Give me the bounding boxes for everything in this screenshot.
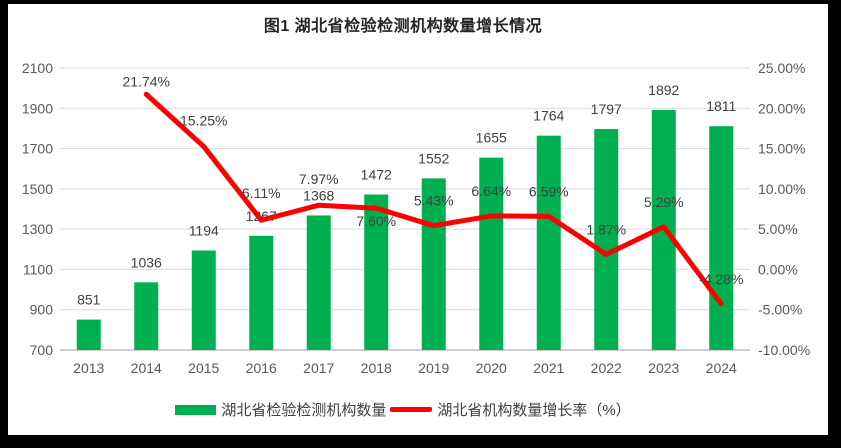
growth-rate-label: 6.11%: [242, 185, 281, 201]
growth-rate-label: 5.43%: [414, 193, 454, 209]
x-axis-tick-label: 2015: [188, 360, 219, 376]
growth-rate-line: [143, 91, 724, 307]
growth-rate-label: 6.64%: [471, 183, 511, 199]
bar-2024: [709, 126, 734, 350]
legend-label-line-series: 湖北省机构数量增长率（%）: [437, 402, 631, 419]
bar-value-label: 1892: [648, 82, 679, 98]
bar-2014: [134, 282, 159, 350]
right-axis-tick-label: 15.00%: [758, 141, 805, 157]
line-series-swatch: [390, 407, 433, 412]
left-axis-tick-label: 1700: [22, 141, 53, 157]
bar-value-label: 1194: [189, 222, 219, 238]
left-axis-tick-label: 2100: [22, 60, 53, 76]
bar-value-label: 1036: [131, 254, 162, 270]
right-axis-tick-label: 20.00%: [758, 100, 805, 116]
x-axis-tick-label: 2016: [246, 360, 277, 376]
growth-rate-label: 1.87%: [586, 221, 626, 237]
legend: 湖北省检验检测机构数量 湖北省机构数量增长率（%）: [8, 399, 798, 420]
growth-rate-label: 7.60%: [356, 213, 396, 229]
legend-item-line-series: 湖北省机构数量增长率（%）: [390, 399, 631, 420]
x-axis-tick-label: 2020: [476, 360, 507, 376]
left-axis-tick-label: 1900: [22, 100, 53, 116]
x-axis-tick-label: 2017: [303, 360, 334, 376]
growth-rate-label: 21.74%: [123, 73, 170, 89]
x-axis-tick-label: 2019: [418, 360, 449, 376]
growth-rate-label: 15.25%: [180, 113, 227, 129]
bar-value-label: 1472: [361, 166, 392, 182]
bar-value-label: 1797: [591, 101, 622, 117]
x-axis-tick-label: 2013: [73, 360, 104, 376]
bar-value-label: 1655: [476, 130, 507, 146]
bar-value-label: 1552: [418, 150, 449, 166]
right-axis-tick-label: 10.00%: [758, 181, 805, 197]
left-axis-tick-label: 700: [30, 342, 54, 358]
growth-rate-label: 5.29%: [644, 194, 684, 210]
x-axis-tick-label: 2024: [706, 360, 737, 376]
bar-2022: [594, 129, 619, 350]
bar-2016: [249, 235, 274, 350]
left-axis-tick-label: 900: [30, 302, 54, 318]
bar-2018: [364, 194, 389, 350]
right-axis-tick-label: 0.00%: [758, 261, 798, 277]
right-axis-tick-label: 5.00%: [758, 221, 798, 237]
bar-value-label: 1764: [533, 108, 564, 124]
left-axis-tick-label: 1100: [23, 261, 53, 277]
growth-rate-label: -4.28%: [699, 271, 743, 287]
growth-rate-label: 7.97%: [299, 171, 339, 187]
legend-item-bar-series: 湖北省检验检测机构数量: [175, 399, 386, 420]
right-axis-tick-label: -5.00%: [758, 302, 802, 318]
bar-2017: [306, 215, 331, 350]
right-axis-tick-label: -10.00%: [758, 342, 810, 358]
bar-2015: [191, 250, 216, 350]
left-axis-tick-label: 1300: [22, 221, 53, 237]
bar-2019: [421, 178, 446, 350]
x-axis-tick-label: 2014: [131, 360, 162, 376]
x-axis-tick-label: 2021: [533, 360, 564, 376]
x-axis-tick-label: 2023: [648, 360, 679, 376]
legend-label-bar-series: 湖北省检验检测机构数量: [221, 402, 387, 419]
x-axis-tick-label: 2018: [361, 360, 392, 376]
right-axis-tick-label: 25.00%: [758, 60, 805, 76]
bar-series-swatch: [175, 404, 217, 415]
bar-2013: [76, 319, 101, 350]
bar-2020: [479, 157, 504, 350]
bar-2021: [536, 135, 561, 350]
growth-rate-label: 6.59%: [529, 183, 569, 199]
bar-value-label: 851: [77, 292, 101, 308]
bar-value-label: 1811: [706, 98, 736, 114]
bar-value-label: 1368: [303, 187, 334, 203]
x-axis-tick-label: 2022: [591, 360, 622, 376]
chart-title: 图1 湖北省检验检测机构数量增长情况: [263, 18, 543, 35]
left-axis-tick-label: 1500: [22, 181, 53, 197]
